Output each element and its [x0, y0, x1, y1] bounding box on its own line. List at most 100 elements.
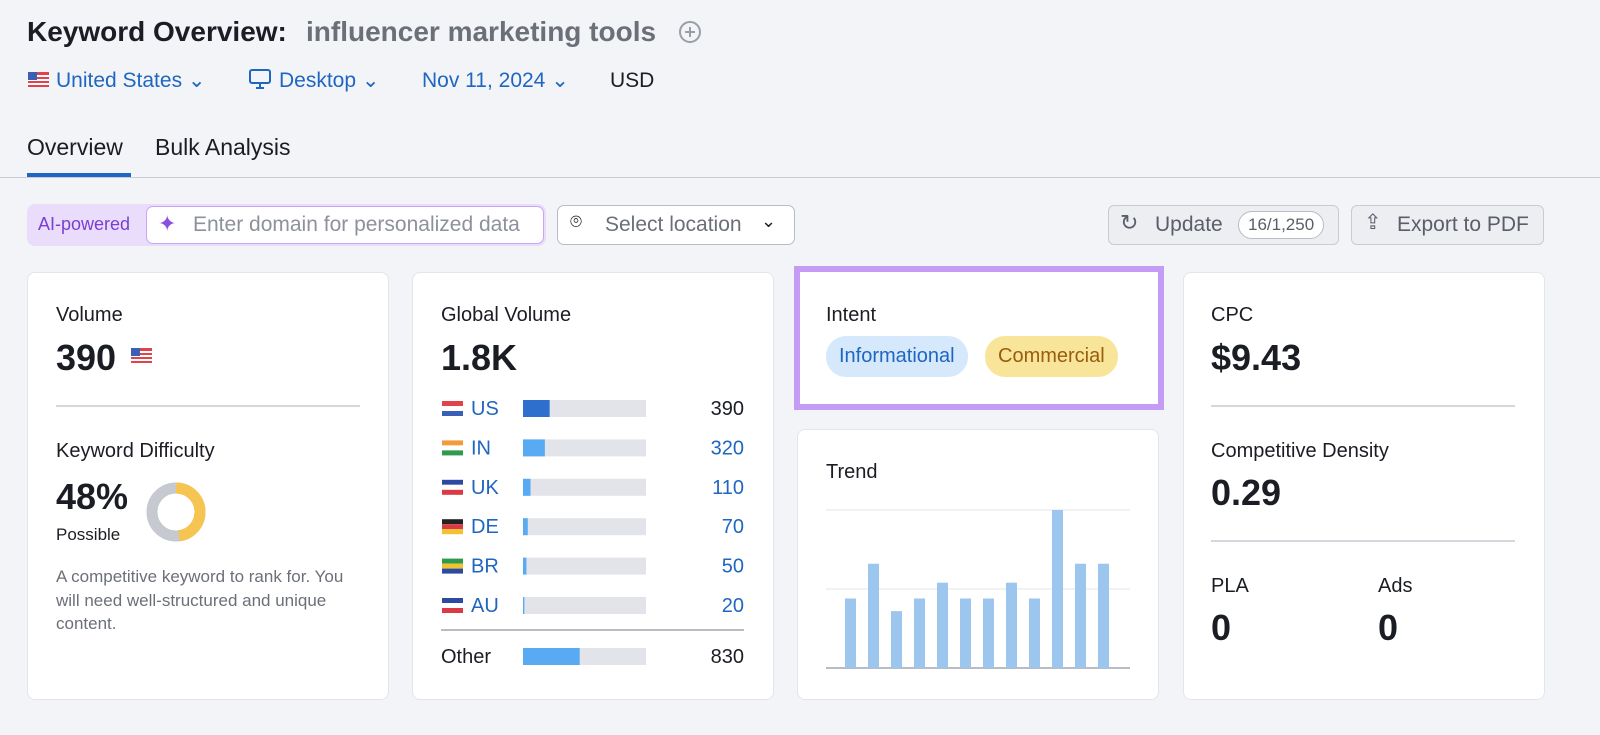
bar-track — [523, 597, 646, 614]
bar-track — [523, 557, 646, 575]
kd-value: 48% — [56, 476, 129, 517]
bar — [523, 400, 550, 417]
bar — [523, 518, 528, 536]
flag — [442, 568, 463, 574]
flag — [442, 529, 463, 535]
date-dropdown[interactable]: Nov 11, 2024 ⌄ — [422, 69, 569, 92]
country-code[interactable]: BR — [471, 556, 499, 578]
trend-bar — [845, 598, 856, 668]
flag — [442, 608, 463, 613]
flag — [442, 401, 463, 406]
ads-value: 0 — [1378, 607, 1399, 648]
trend-label: Trend — [826, 461, 878, 483]
volume-label: Volume — [56, 304, 123, 326]
volume-value: 390 — [56, 337, 117, 378]
trend-bar — [937, 582, 948, 668]
country-code[interactable]: IN — [471, 437, 491, 459]
kd-description: A competitive keyword to rank for. You w… — [56, 567, 344, 633]
flag — [442, 563, 463, 569]
flag — [442, 479, 463, 485]
country-value: 390 — [711, 398, 744, 420]
divider — [0, 177, 1600, 178]
location-placeholder: Select location — [605, 213, 742, 236]
kd-label: Keyword Difficulty — [56, 440, 215, 462]
bar-track — [523, 478, 646, 496]
country-value: 830 — [711, 646, 744, 668]
divider — [56, 405, 360, 407]
device: Desktop — [279, 69, 357, 92]
flag — [442, 411, 463, 416]
trend-bar — [1098, 563, 1109, 668]
bar-track — [523, 400, 646, 417]
ads-label: Ads — [1378, 575, 1413, 597]
other-label: Other — [441, 646, 491, 668]
update-label: Update — [1155, 213, 1223, 236]
cd-value: 0.29 — [1211, 472, 1282, 513]
bar-track — [523, 439, 646, 457]
export-button[interactable] — [1351, 205, 1544, 245]
us-flag — [131, 348, 152, 363]
location-select[interactable] — [557, 205, 795, 245]
card — [1183, 272, 1545, 700]
country-value[interactable]: 320 — [711, 437, 744, 459]
pla-label: PLA — [1211, 575, 1249, 597]
currency: USD — [610, 69, 655, 92]
add-icon[interactable] — [678, 20, 704, 46]
tab[interactable]: Overview — [27, 134, 123, 160]
flag — [442, 558, 463, 564]
country-code[interactable]: UK — [471, 477, 499, 499]
country-code[interactable]: DE — [471, 516, 499, 538]
country: United States — [56, 69, 183, 92]
divider — [1211, 540, 1515, 542]
bar — [523, 557, 527, 575]
intent-tag: Informational — [826, 336, 968, 377]
bar — [523, 478, 531, 496]
flag — [442, 445, 463, 451]
refresh-icon: ↻ — [1120, 210, 1139, 235]
country-code[interactable]: US — [471, 398, 499, 420]
country-value[interactable]: 20 — [722, 595, 744, 617]
bar-track — [523, 518, 646, 536]
update-count: 16/1,250 — [1238, 211, 1325, 239]
country-value[interactable]: 50 — [722, 556, 744, 578]
trend-bar — [983, 598, 994, 668]
export-label: Export to PDF — [1397, 213, 1529, 236]
flag — [442, 603, 463, 608]
keyword: influencer marketing tools — [306, 16, 657, 47]
device-dropdown[interactable]: Desktop ⌄ — [279, 69, 380, 92]
pla-value: 0 — [1211, 607, 1232, 648]
country-value[interactable]: 110 — [712, 477, 744, 499]
bar — [523, 439, 545, 457]
flag — [442, 524, 463, 530]
global-volume-value: 1.8K — [441, 337, 518, 378]
date: Nov 11, 2024 — [422, 69, 546, 92]
trend-bar — [1029, 598, 1040, 668]
sparkle-icon: ✦ — [158, 211, 177, 236]
trend-bar — [1006, 582, 1017, 668]
us-flag — [28, 72, 49, 87]
page-title: Keyword Overview: — [27, 16, 287, 47]
intent-tag: Commercial — [985, 336, 1118, 377]
trend-bar — [891, 611, 902, 668]
chevron: ⌄ — [761, 211, 777, 231]
flag — [442, 406, 463, 411]
flag — [442, 450, 463, 456]
domain-placeholder: Enter domain for personalized data — [193, 213, 520, 236]
cd-label: Competitive Density — [1211, 440, 1389, 462]
tab[interactable]: Bulk Analysis — [155, 134, 291, 160]
trend-bar — [868, 563, 879, 668]
flag — [442, 598, 463, 603]
domain-input[interactable] — [146, 206, 544, 244]
kd-donut — [146, 482, 206, 542]
flag — [442, 489, 463, 495]
trend-bar — [914, 598, 925, 668]
export-icon: ⇪ — [1364, 211, 1382, 234]
country-value[interactable]: 70 — [722, 516, 744, 538]
flag — [442, 519, 463, 525]
country-dropdown[interactable]: United States ⌄ — [56, 69, 206, 92]
intent-label: Intent — [826, 304, 877, 326]
divider — [1211, 405, 1515, 407]
country-code[interactable]: AU — [471, 595, 499, 617]
